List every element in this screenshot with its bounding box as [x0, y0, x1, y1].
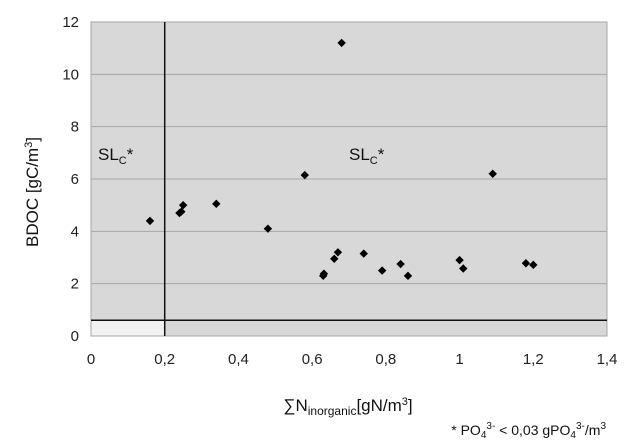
- data-point: [212, 199, 221, 209]
- y-tick-label: 4: [71, 223, 79, 240]
- x-tick-label: 1: [455, 351, 463, 368]
- x-tick-label: 0,8: [375, 351, 396, 368]
- data-point: [330, 254, 339, 264]
- y-tick-label: 8: [71, 119, 79, 136]
- data-point: [177, 207, 186, 216]
- data-point: [529, 260, 538, 270]
- data-point: [403, 271, 413, 281]
- x-axis-title: ∑Ninorganic[gN/m3]: [283, 396, 412, 418]
- data-point: [178, 200, 188, 210]
- data-point: [337, 38, 346, 48]
- y-tick-label: 0: [71, 328, 79, 345]
- data-point: [263, 224, 273, 233]
- y-tick-label: 12: [62, 14, 79, 31]
- x-tick-label: 1,2: [523, 351, 544, 368]
- y-tick-label: 2: [71, 276, 79, 293]
- region-label-left: SLC*: [98, 145, 134, 167]
- region-label-right: SLC*: [349, 145, 385, 167]
- y-tick-label: 6: [71, 171, 79, 188]
- x-tick-label: 0,2: [154, 351, 175, 368]
- x-tick-label: 1,4: [597, 351, 618, 368]
- data-point: [455, 255, 464, 265]
- data-point: [359, 249, 368, 258]
- x-tick-label: 0,6: [302, 351, 323, 368]
- data-point: [300, 170, 309, 180]
- y-tick-label: 10: [62, 66, 79, 83]
- lower-left-region: [91, 320, 165, 336]
- data-point: [377, 266, 387, 275]
- x-tick-label: 0,4: [228, 351, 249, 368]
- footnote: * PO43- < 0,03 gPO43-/m3: [451, 421, 606, 441]
- data-point: [319, 269, 329, 278]
- data-point: [145, 216, 155, 226]
- data-point: [459, 264, 468, 273]
- data-point: [488, 169, 497, 178]
- data-point: [521, 259, 531, 268]
- data-point: [396, 259, 405, 269]
- y-axis-title: BDOC [gC/m3]: [23, 137, 42, 247]
- data-point: [333, 248, 343, 257]
- x-tick-label: 0: [87, 351, 95, 368]
